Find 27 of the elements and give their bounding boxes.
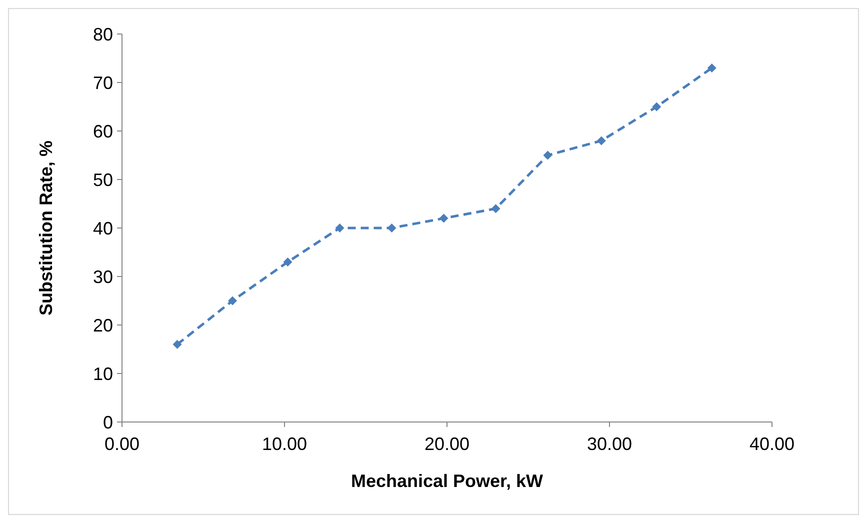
x-tick-label: 30.00 <box>586 434 632 454</box>
point <box>652 102 662 112</box>
y-axis-title: Substitution Rate, % <box>36 140 56 316</box>
y-tick-label: 40 <box>92 218 113 238</box>
x-tick-label: 0.00 <box>104 434 140 454</box>
point <box>543 150 552 160</box>
point <box>596 136 606 146</box>
y-tick-label: 20 <box>92 315 113 336</box>
y-tick-label: 50 <box>92 170 113 190</box>
y-tick-label: 10 <box>92 364 113 384</box>
y-tick-label: 70 <box>92 72 113 93</box>
y-tick-label: 0 <box>102 412 113 432</box>
y-tick-label: 80 <box>92 24 113 44</box>
point <box>228 296 237 306</box>
point <box>387 224 396 232</box>
point <box>283 257 292 266</box>
point <box>172 340 182 349</box>
y-tick-label: 30 <box>92 266 113 287</box>
x-tick-label: 20.00 <box>424 434 470 454</box>
point <box>439 214 448 223</box>
x-tick-label: 10.00 <box>262 434 308 454</box>
point <box>707 63 716 72</box>
x-tick-label: 40.00 <box>749 434 795 454</box>
x-axis-title: Mechanical Power, kW <box>350 471 544 491</box>
point <box>335 224 344 232</box>
point <box>491 204 500 214</box>
y-tick-label: 60 <box>92 121 113 142</box>
